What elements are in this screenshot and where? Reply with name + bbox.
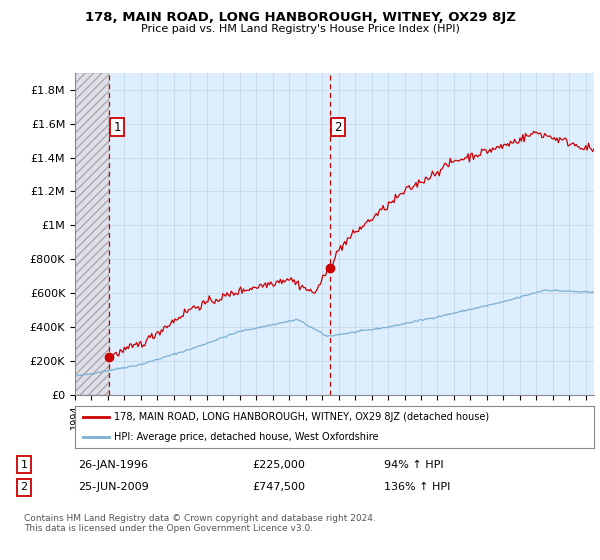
Text: 1: 1 [20,460,28,470]
Text: £747,500: £747,500 [252,482,305,492]
Text: 1: 1 [113,120,121,133]
Bar [75,73,109,395]
Text: 2: 2 [20,482,28,492]
Text: 178, MAIN ROAD, LONG HANBOROUGH, WITNEY, OX29 8JZ: 178, MAIN ROAD, LONG HANBOROUGH, WITNEY,… [85,11,515,24]
Text: 94% ↑ HPI: 94% ↑ HPI [384,460,443,470]
Text: £225,000: £225,000 [252,460,305,470]
Text: 25-JUN-2009: 25-JUN-2009 [78,482,149,492]
Bar [75,73,109,395]
Text: 26-JAN-1996: 26-JAN-1996 [78,460,148,470]
Text: 2: 2 [334,120,341,133]
Text: 136% ↑ HPI: 136% ↑ HPI [384,482,451,492]
Text: HPI: Average price, detached house, West Oxfordshire: HPI: Average price, detached house, West… [114,432,379,442]
Text: Price paid vs. HM Land Registry's House Price Index (HPI): Price paid vs. HM Land Registry's House … [140,24,460,34]
Text: Contains HM Land Registry data © Crown copyright and database right 2024.
This d: Contains HM Land Registry data © Crown c… [24,514,376,533]
Text: 178, MAIN ROAD, LONG HANBOROUGH, WITNEY, OX29 8JZ (detached house): 178, MAIN ROAD, LONG HANBOROUGH, WITNEY,… [114,412,489,422]
